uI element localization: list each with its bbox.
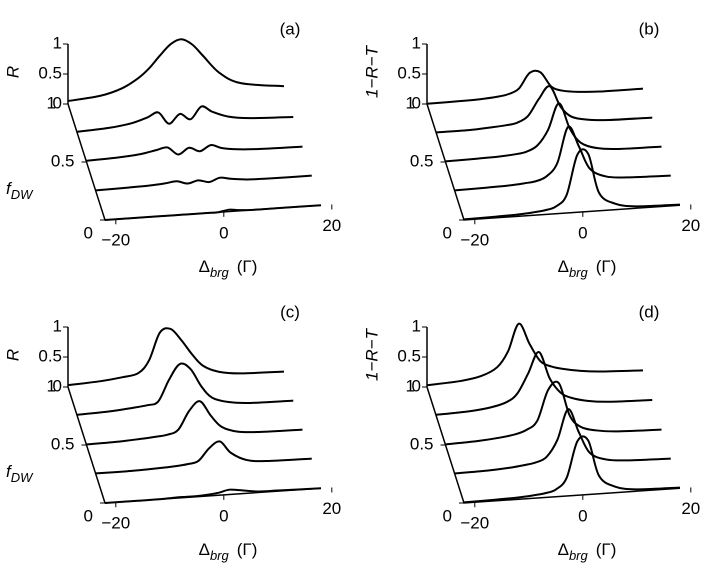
- x-tick-label: 20: [681, 216, 700, 235]
- curve: [67, 327, 285, 387]
- axis-line: [426, 327, 681, 504]
- panel-label: (b): [639, 19, 660, 38]
- curve: [67, 38, 285, 102]
- curve: [77, 105, 294, 133]
- panel-label: (a): [280, 19, 301, 38]
- y-tick-label: 1: [412, 316, 421, 335]
- y-axis-label: R: [3, 349, 22, 361]
- curve: [463, 435, 681, 504]
- z-tick-label: 1: [406, 93, 415, 112]
- y-tick-label: 0.5: [38, 63, 62, 82]
- curve: [426, 69, 644, 105]
- x-tick-label: 0: [578, 223, 587, 242]
- curve: [454, 125, 671, 192]
- z-tick-label: 1: [47, 376, 56, 395]
- z-tick-label: 0: [84, 506, 93, 525]
- x-tick-label: 0: [578, 506, 587, 525]
- z-axis-label: fDW: [6, 179, 34, 202]
- x-axis-label: Δbrg (Γ): [199, 540, 258, 563]
- y-tick-label: 0.5: [397, 63, 421, 82]
- x-axis-label-main: Δ: [558, 540, 569, 559]
- curve: [445, 102, 662, 163]
- panel-label: (d): [639, 302, 660, 321]
- z-axis-label-main: f: [6, 179, 13, 198]
- curve: [104, 487, 322, 504]
- y-tick-label: 0.5: [38, 346, 62, 365]
- z-tick-label: 1: [47, 93, 56, 112]
- curve: [86, 400, 303, 446]
- axis-line: [67, 327, 322, 504]
- x-axis-label: Δbrg (Γ): [558, 540, 617, 563]
- x-axis-unit: (Γ): [596, 257, 617, 276]
- axis-line: [67, 44, 322, 221]
- y-axis-label: 1−R−T: [362, 44, 381, 98]
- x-axis-unit: (Γ): [237, 540, 258, 559]
- z-axis-label-sub: DW: [11, 470, 34, 485]
- y-tick-label: 1: [53, 33, 62, 52]
- x-axis-label-main: Δ: [558, 257, 569, 276]
- x-tick-label: −20: [460, 514, 489, 533]
- z-tick-label: 0.5: [51, 151, 75, 170]
- x-tick-label: −20: [101, 231, 130, 250]
- y-tick-label: 1: [53, 316, 62, 335]
- z-tick-label: 0.5: [51, 434, 75, 453]
- z-tick-label: 1: [406, 376, 415, 395]
- z-tick-label: 0.5: [410, 151, 434, 170]
- x-axis-label-main: Δ: [199, 540, 210, 559]
- curve: [104, 204, 322, 221]
- x-axis-label-sub: brg: [569, 265, 589, 280]
- x-axis-unit: (Γ): [237, 257, 258, 276]
- x-tick-label: 20: [322, 216, 341, 235]
- z-axis-label: fDW: [6, 462, 34, 485]
- y-tick-label: 1: [412, 33, 421, 52]
- z-tick-label: 0: [443, 223, 452, 242]
- curve: [454, 408, 671, 475]
- y-axis-label: R: [3, 66, 22, 78]
- curve: [95, 440, 312, 475]
- curve: [436, 85, 653, 134]
- z-axis-label-sub: DW: [11, 187, 34, 202]
- x-axis-label: Δbrg (Γ): [558, 257, 617, 280]
- y-tick-label: 0: [53, 93, 62, 112]
- y-axis-label: 1−R−T: [362, 327, 381, 381]
- x-tick-label: 0: [219, 506, 228, 525]
- x-tick-label: −20: [460, 231, 489, 250]
- x-tick-label: 0: [219, 223, 228, 242]
- curve: [95, 174, 312, 192]
- x-axis-label: Δbrg (Γ): [199, 257, 258, 280]
- z-tick-label: 0: [443, 506, 452, 525]
- curve: [426, 322, 644, 387]
- axis-line: [426, 44, 681, 221]
- y-tick-label: 0: [53, 376, 62, 395]
- z-tick-label: 0: [84, 223, 93, 242]
- x-axis-label-sub: brg: [210, 548, 230, 563]
- curve: [445, 380, 662, 446]
- y-tick-label: 0: [412, 93, 421, 112]
- z-axis-label-main: f: [6, 462, 13, 481]
- panel-label: (c): [280, 302, 300, 321]
- curve: [77, 362, 294, 416]
- curve: [463, 148, 681, 221]
- z-tick-label: 0.5: [410, 434, 434, 453]
- y-tick-label: 0: [412, 376, 421, 395]
- x-tick-label: −20: [101, 514, 130, 533]
- curve: [86, 144, 303, 162]
- y-tick-label: 0.5: [397, 346, 421, 365]
- x-axis-label-main: Δ: [199, 257, 210, 276]
- x-axis-unit: (Γ): [596, 540, 617, 559]
- x-axis-label-sub: brg: [210, 265, 230, 280]
- curve: [436, 350, 653, 416]
- x-tick-label: 20: [322, 499, 341, 518]
- x-axis-label-sub: brg: [569, 548, 589, 563]
- x-tick-label: 20: [681, 499, 700, 518]
